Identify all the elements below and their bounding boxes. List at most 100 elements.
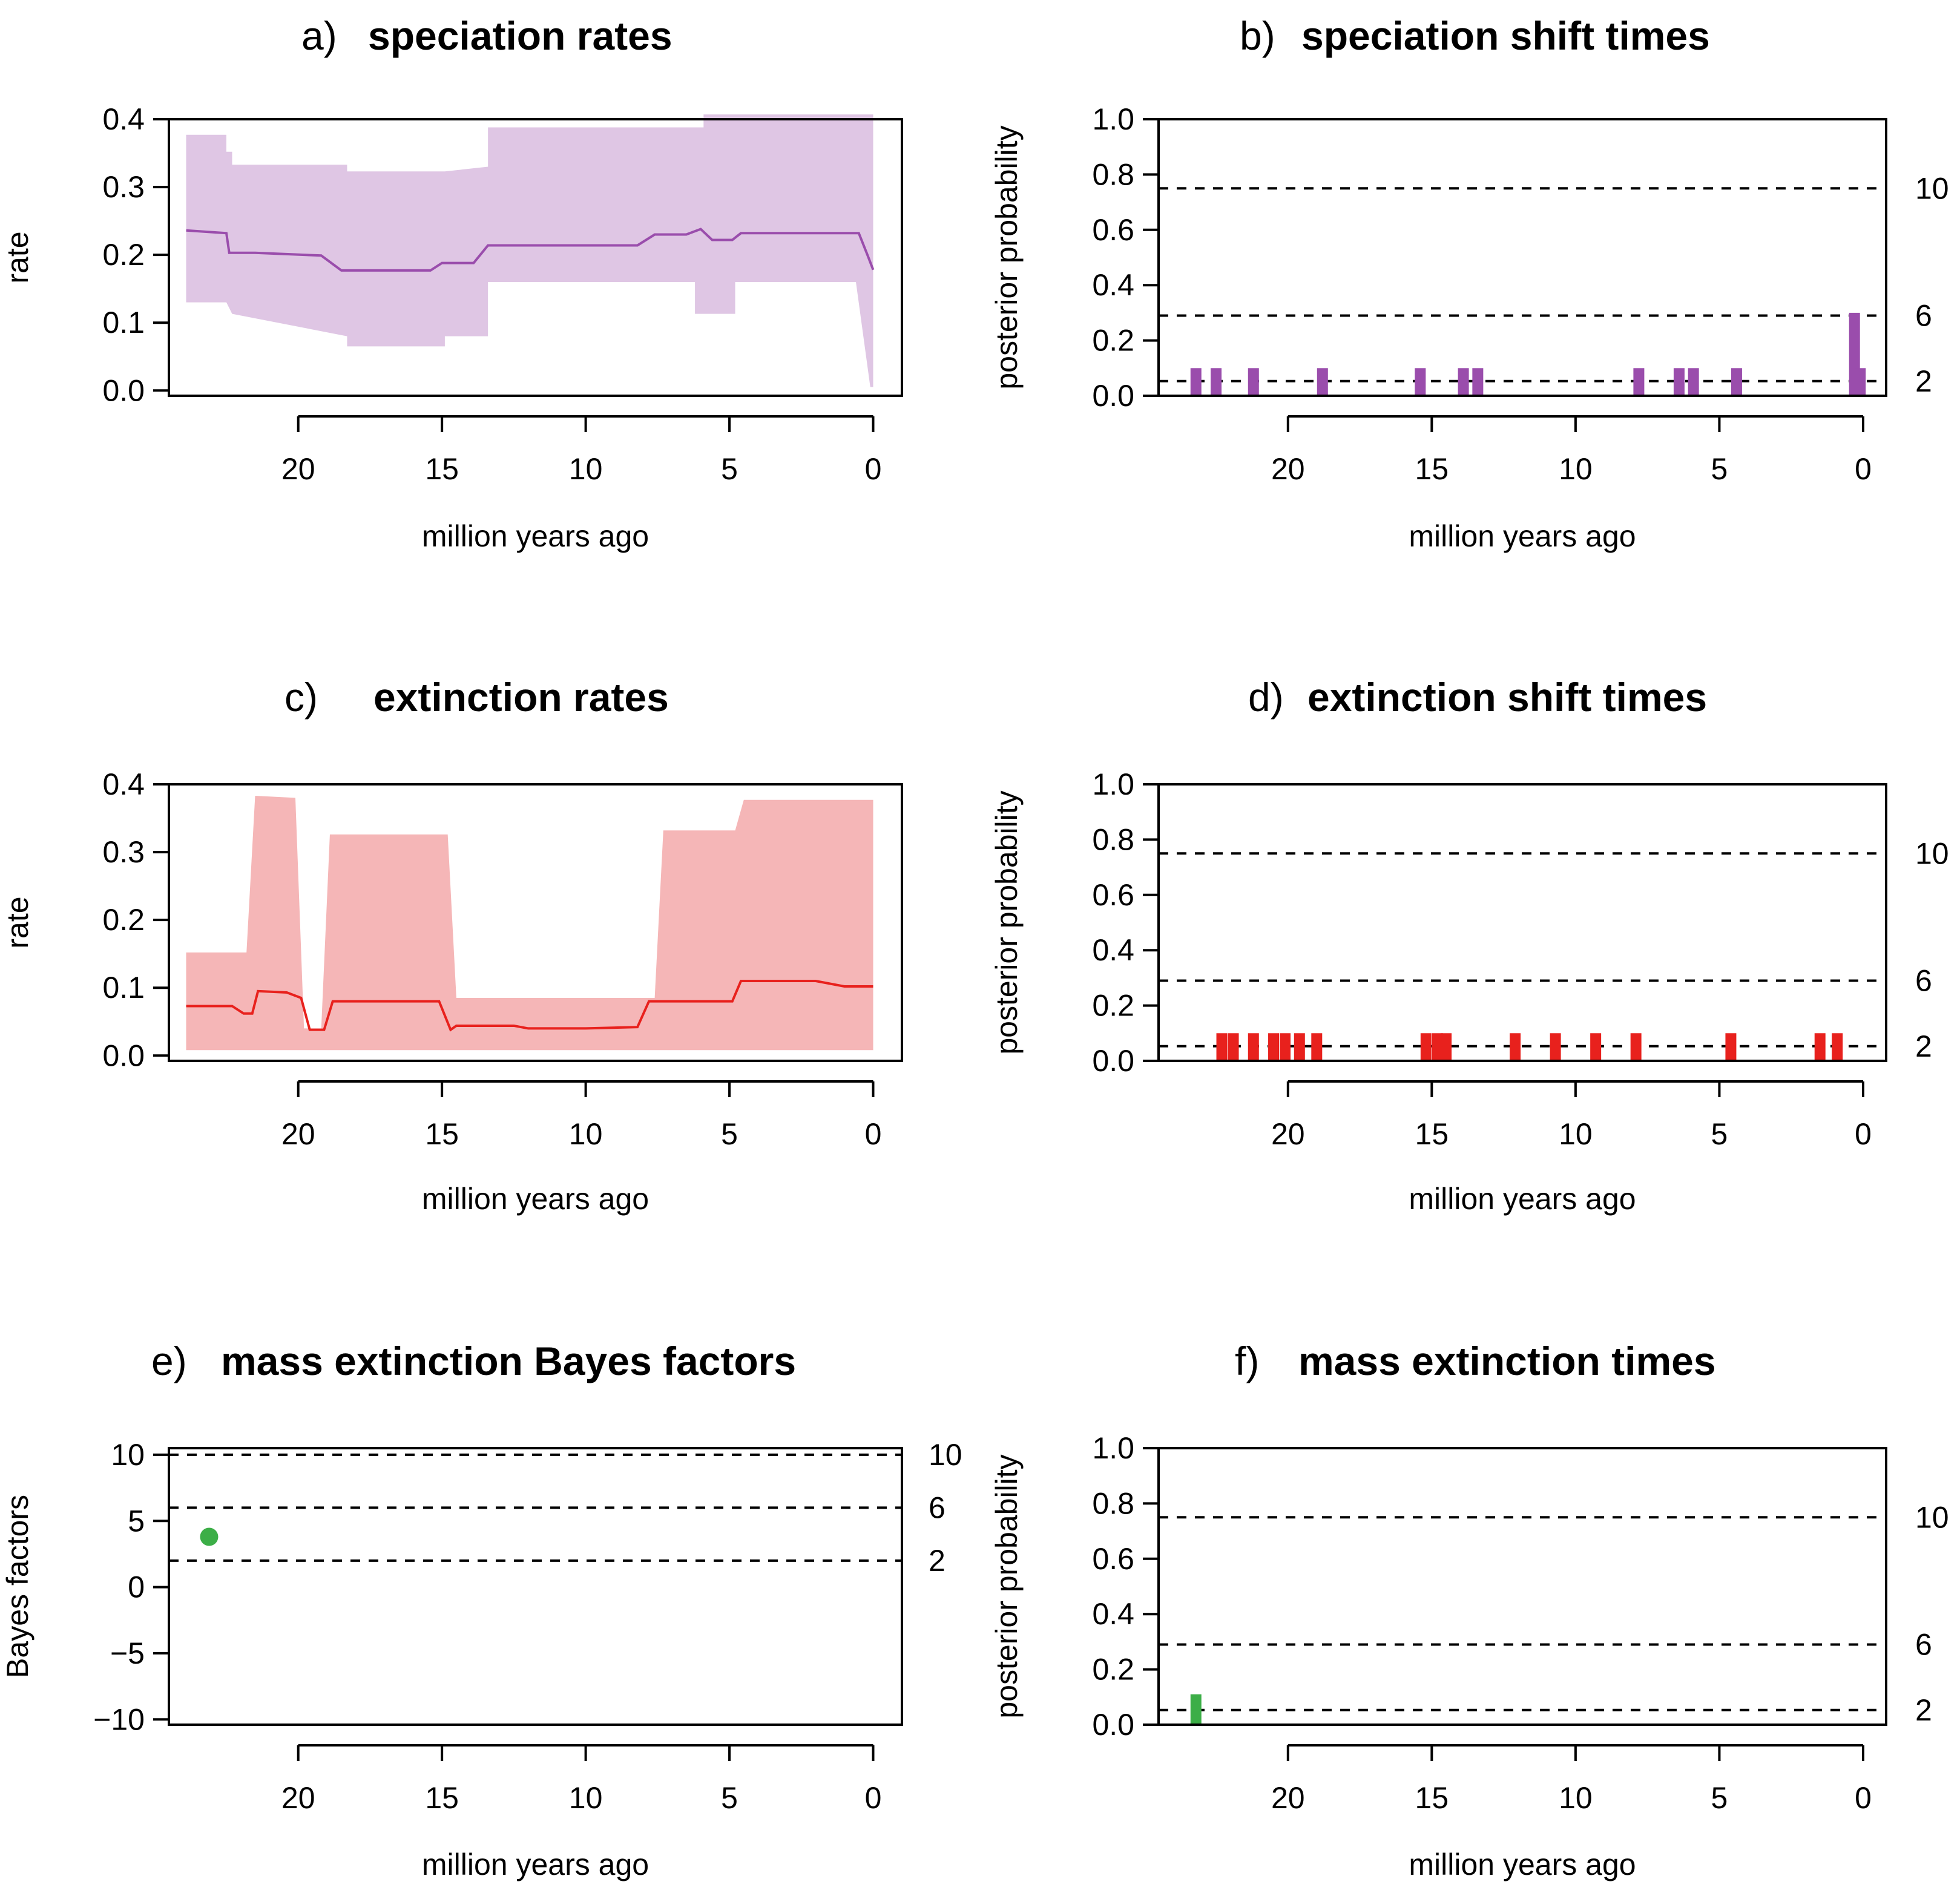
plot-frame [168, 783, 903, 1062]
y-tick-label: 0.2 [102, 238, 145, 272]
shift-bar [1294, 1033, 1305, 1061]
y-axis-label: rate [1, 896, 35, 948]
x-tick-label: 20 [281, 1781, 315, 1815]
y-tick-label: 10 [111, 1438, 145, 1472]
panel-letter: c) [284, 675, 318, 720]
y-tick-label: 0.3 [102, 835, 145, 869]
panel-title: speciation shift times [1301, 13, 1710, 58]
y-tick-label: 0.2 [1092, 324, 1134, 358]
x-tick-label: 15 [425, 452, 459, 486]
y-tick-label: 0.8 [1092, 1486, 1134, 1520]
y-tick-label: 0.0 [102, 1038, 145, 1072]
threshold-label: 10 [1915, 171, 1949, 205]
y-tick-label: 0.4 [102, 767, 145, 801]
x-axis-label: million years ago [422, 1182, 649, 1216]
shift-bar [1432, 1033, 1443, 1061]
threshold-label: 6 [1915, 963, 1932, 997]
x-tick-label: 0 [865, 1117, 882, 1151]
rate-line [186, 228, 875, 272]
y-tick-label: 0.4 [1092, 933, 1134, 967]
threshold-label: 2 [929, 1544, 945, 1578]
x-tick-label: 10 [569, 1117, 603, 1151]
shift-bar [1317, 368, 1328, 396]
y-tick-label: 0.2 [1092, 1653, 1134, 1687]
x-axis-label: million years ago [422, 519, 649, 553]
credible-band [186, 114, 873, 387]
shift-bar [1248, 1033, 1259, 1061]
plot-frame [168, 118, 903, 397]
panel-letter: f) [1235, 1339, 1259, 1383]
threshold-label: 2 [1915, 1029, 1932, 1063]
x-tick-label: 5 [721, 1117, 738, 1151]
threshold-label: 6 [1915, 1627, 1932, 1661]
shift-bar [1190, 1694, 1202, 1725]
plot-frame [1157, 783, 1887, 1062]
rate-line [186, 979, 873, 1032]
threshold-label: 10 [1915, 1500, 1949, 1534]
shift-bar [1415, 368, 1426, 396]
shift-bar [1472, 368, 1484, 396]
shift-bar [1590, 1033, 1602, 1061]
x-tick-label: 20 [281, 452, 315, 486]
threshold-label: 10 [929, 1438, 962, 1472]
y-tick-label: 0.6 [1092, 213, 1134, 247]
x-tick-label: 20 [1271, 1781, 1305, 1815]
threshold-label: 2 [1915, 1693, 1932, 1727]
panel-letter: d) [1248, 675, 1284, 720]
y-tick-label: 0.8 [1092, 822, 1134, 856]
x-tick-label: 15 [425, 1117, 459, 1151]
shift-bar [1731, 368, 1742, 396]
x-tick-label: 20 [1271, 452, 1305, 486]
plot-frame [1157, 1447, 1887, 1726]
y-tick-label: 0.1 [102, 306, 145, 339]
bayes-factor-point [200, 1527, 219, 1546]
credible-band [186, 796, 873, 1051]
y-axis-label: posterior probability [990, 1454, 1024, 1718]
x-tick-label: 5 [1711, 452, 1728, 486]
y-tick-label: 0.4 [1092, 268, 1134, 302]
x-tick-label: 15 [425, 1781, 459, 1815]
y-tick-label: −5 [110, 1636, 145, 1670]
plot-frame [168, 1447, 903, 1726]
shift-bar [1441, 1033, 1452, 1061]
threshold-label: 2 [1915, 364, 1932, 398]
threshold-label: 6 [1915, 298, 1932, 332]
shift-bar [1228, 1033, 1239, 1061]
y-tick-label: 0.0 [102, 373, 145, 407]
y-tick-label: 0.4 [1092, 1597, 1134, 1631]
x-tick-label: 10 [569, 452, 603, 486]
y-tick-label: 1.0 [1092, 1431, 1134, 1465]
shift-bar [1673, 368, 1685, 396]
y-tick-label: 5 [128, 1504, 145, 1538]
shift-bar [1248, 368, 1259, 396]
y-tick-label: 0.8 [1092, 157, 1134, 191]
shift-bar [1458, 368, 1469, 396]
x-tick-label: 0 [865, 452, 882, 486]
x-axis-label: million years ago [1409, 1182, 1636, 1216]
y-tick-label: 0.6 [1092, 878, 1134, 912]
panel-f: f) mass extinction times 10 6 2 0.0 0.2 0.4 0.6 0… [990, 1339, 1949, 1881]
x-tick-label: 10 [569, 1781, 603, 1815]
shift-bar [1550, 1033, 1561, 1061]
x-tick-label: 20 [281, 1117, 315, 1151]
y-axis-label: posterior probability [990, 790, 1024, 1054]
shift-bar [1832, 1033, 1843, 1061]
x-tick-label: 15 [1415, 452, 1449, 486]
y-tick-label: 0.6 [1092, 1542, 1134, 1576]
y-tick-label: 0.0 [1092, 379, 1134, 413]
panel-a: a) speciation rates 0.0 0.1 0.2 0.3 0.4 20 15 10 5… [1, 13, 903, 553]
y-tick-label: 0.2 [1092, 989, 1134, 1023]
y-tick-label: 0.0 [1092, 1044, 1134, 1078]
y-tick-label: 0.3 [102, 170, 145, 204]
panel-b: b) speciation shift times 10 6 2 0.0 0.2 0.4 0.6… [990, 13, 1949, 553]
y-axis-label: rate [1, 231, 35, 283]
y-axis-label: Bayes factors [1, 1495, 35, 1678]
x-tick-label: 0 [865, 1781, 882, 1815]
x-tick-label: 10 [1559, 1117, 1593, 1151]
x-axis-label: million years ago [1409, 519, 1636, 553]
y-tick-label: −10 [93, 1702, 145, 1736]
panel-d: d) extinction shift times 10 6 2 0.0 0.2 0.4 0.6… [990, 675, 1949, 1216]
panel-title: mass extinction times [1298, 1339, 1716, 1383]
threshold-label: 10 [1915, 836, 1949, 870]
x-tick-label: 5 [721, 1781, 738, 1815]
